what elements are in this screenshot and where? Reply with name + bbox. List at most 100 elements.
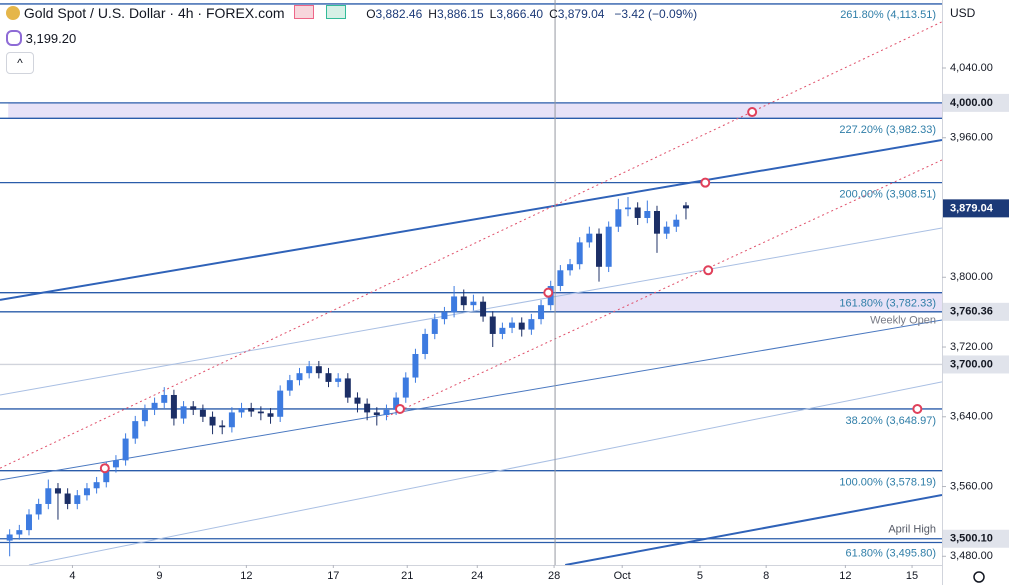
candle-body (615, 209, 622, 227)
trendline (565, 494, 942, 565)
candle-body (682, 205, 689, 209)
candle-body (306, 366, 313, 374)
candle-body (354, 397, 361, 404)
marker (394, 403, 405, 414)
candle-body (248, 408, 255, 412)
price-label: 3,700.00 (950, 358, 993, 370)
candle-body (567, 264, 574, 271)
zone (555, 292, 942, 312)
change: −3.42 (−0.09%) (614, 7, 698, 21)
price-label: 3,760.36 (950, 306, 993, 318)
settings-icon (973, 571, 985, 583)
price-label-box (943, 302, 1009, 321)
candle-body (190, 406, 197, 410)
time-axis-bg (0, 565, 942, 585)
collapse-button[interactable]: ^ (6, 52, 34, 74)
y-tick-label: 3,640.00 (950, 411, 993, 423)
price-label-box (943, 93, 1009, 112)
candle-body (286, 380, 293, 391)
x-tick-label: 15 (906, 570, 918, 582)
candle-body (431, 319, 438, 334)
level-label: 261.80% (4,113.51) (840, 9, 936, 21)
candle-body (277, 390, 284, 417)
candle-body (499, 327, 506, 334)
marker (912, 403, 923, 414)
candle-body (451, 296, 458, 313)
candle-body (673, 219, 680, 227)
candle-body (528, 319, 535, 330)
x-tick-label: 8 (763, 570, 769, 582)
candle-body (441, 312, 448, 320)
price-label: 4,000.00 (950, 97, 993, 109)
candle-body (296, 373, 303, 381)
level-label: Weekly Open (870, 315, 936, 327)
y-tick-label: 3,560.00 (950, 480, 993, 492)
candle-body (335, 378, 342, 382)
ohlc: O3,882.46 H3,886.15 L3,866.40 C3,879.04 (366, 7, 610, 21)
candle-body (586, 233, 593, 243)
zone (8, 102, 942, 119)
symbol-icon (6, 6, 20, 20)
symbol-title: Gold Spot / U.S. Dollar · 4h · FOREX.com (23, 5, 285, 21)
candle-body (228, 412, 235, 428)
marker (747, 107, 758, 118)
candle-body (257, 411, 264, 414)
level-label: 61.80% (3,495.80) (845, 547, 936, 559)
candle-body (238, 408, 245, 413)
trendline (0, 319, 942, 481)
candle-body (180, 406, 187, 419)
plot (0, 0, 942, 565)
price-axis-bg (942, 0, 1009, 585)
y-tick-label: 3,800.00 (950, 271, 993, 283)
candle-body (45, 488, 52, 504)
candle-body (557, 270, 564, 286)
ohlc-value: 3,882.46 (375, 7, 423, 21)
x-tick-label: Oct (614, 570, 631, 582)
candle-body (199, 409, 206, 417)
candle-body (315, 366, 322, 374)
candle-body (393, 397, 400, 410)
candle-body (538, 305, 545, 320)
trendline (0, 21, 942, 469)
candle-body (25, 514, 32, 531)
candle-body (663, 226, 670, 234)
candle-body (122, 438, 129, 461)
ohlc-key: C (549, 7, 558, 21)
candle-body (93, 482, 100, 489)
candle-body (170, 394, 177, 419)
candle-body (422, 333, 429, 354)
candle-body (402, 377, 409, 398)
x-tick-label: 5 (697, 570, 703, 582)
level-label: 100.00% (3,578.19) (839, 477, 936, 489)
y-tick-label: 3,720.00 (950, 341, 993, 353)
indicator-row: 3,199.20 (6, 30, 76, 46)
x-tick-label: 28 (548, 570, 560, 582)
candle-body (644, 211, 651, 218)
candle-body (112, 460, 119, 468)
sell-button[interactable] (294, 5, 315, 19)
candle-body (35, 503, 42, 515)
level-label: 200.00% (3,908.51) (839, 189, 936, 201)
trendline (0, 139, 942, 301)
candle-body (383, 409, 390, 416)
buy-button[interactable] (326, 5, 347, 19)
y-tick-label: 3,960.00 (950, 132, 993, 144)
x-tick-label: 12 (839, 570, 851, 582)
candle-body (74, 495, 81, 504)
level-label: 227.20% (3,982.33) (839, 124, 936, 136)
marker (543, 287, 554, 298)
candle-body (132, 421, 139, 439)
marker (703, 265, 714, 276)
candle-body (54, 488, 61, 494)
ohlc-value: 3,879.04 (557, 7, 605, 21)
marker (99, 463, 110, 474)
candle-body (6, 534, 13, 541)
candle-body (460, 296, 467, 306)
candle-body (161, 394, 168, 403)
x-tick-label: 4 (69, 570, 75, 582)
price-label-box (943, 529, 1009, 548)
candle-body (16, 530, 23, 535)
price-label-box (943, 199, 1009, 218)
price-label-box (943, 355, 1009, 374)
